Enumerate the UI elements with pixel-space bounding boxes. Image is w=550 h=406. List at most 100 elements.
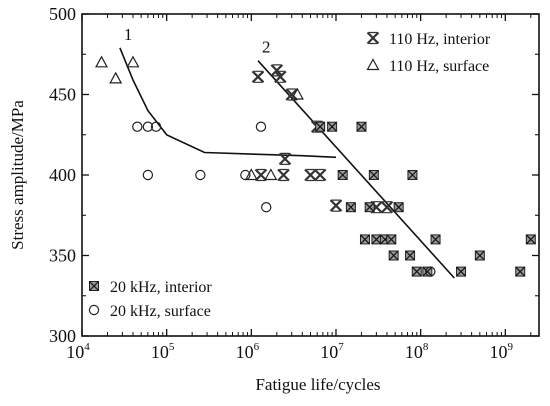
data-point bbox=[327, 121, 338, 132]
box-cross bbox=[89, 281, 99, 291]
data-point bbox=[290, 87, 304, 100]
data-point bbox=[142, 121, 154, 132]
box-cross bbox=[405, 250, 415, 261]
y-axis-title: Stress amplitude/MPa bbox=[8, 100, 27, 250]
star-cross bbox=[278, 152, 292, 166]
data-point bbox=[255, 121, 267, 132]
star-cross bbox=[304, 168, 317, 182]
triangle-marker bbox=[366, 58, 380, 71]
data-point bbox=[195, 169, 206, 181]
box-cross bbox=[371, 234, 382, 245]
data-point bbox=[407, 170, 418, 180]
data-point bbox=[313, 168, 327, 182]
circle-marker bbox=[255, 121, 267, 132]
box-cross bbox=[407, 170, 418, 180]
box-cross bbox=[368, 170, 379, 180]
star-cross bbox=[254, 168, 268, 182]
data-point bbox=[405, 250, 416, 261]
box-cross bbox=[456, 266, 466, 277]
data-point bbox=[329, 199, 343, 212]
box-cross bbox=[386, 234, 397, 245]
data-point bbox=[274, 70, 287, 84]
circle-marker bbox=[425, 266, 436, 277]
triangle-marker bbox=[94, 55, 109, 68]
data-point bbox=[388, 250, 399, 261]
data-point bbox=[142, 169, 154, 181]
y-tick-label: 300 bbox=[49, 326, 76, 346]
data-point bbox=[364, 202, 375, 213]
star-cross bbox=[270, 64, 284, 77]
box-cross bbox=[525, 234, 536, 245]
data-point bbox=[254, 168, 268, 182]
x-tick-label: 105 bbox=[151, 341, 175, 362]
x-tick-label: 104 bbox=[66, 341, 90, 362]
axis-ticks: 300 350 400 450 500 104 105 106 107 108 109 bbox=[49, 4, 539, 362]
data-point bbox=[456, 266, 467, 277]
x-tick-exponent: 7 bbox=[338, 341, 344, 353]
star-bars bbox=[372, 201, 381, 214]
data-point bbox=[278, 152, 292, 166]
box-cross bbox=[345, 202, 356, 213]
x-tick-exponent: 8 bbox=[423, 341, 429, 353]
legend-label: 20 kHz, surface bbox=[110, 303, 211, 320]
legend-label: 110 Hz, surface bbox=[389, 58, 489, 75]
data-point bbox=[425, 266, 436, 277]
triangle-marker bbox=[126, 55, 140, 68]
box-cross bbox=[430, 234, 441, 245]
star-bars bbox=[316, 168, 325, 182]
legend-marker bbox=[89, 281, 99, 291]
data-point bbox=[430, 234, 441, 245]
star-bars bbox=[369, 31, 377, 45]
box-cross bbox=[474, 250, 485, 261]
x-tick-exponent: 4 bbox=[84, 341, 90, 353]
data-points bbox=[94, 55, 536, 277]
box-cross bbox=[422, 266, 433, 277]
data-point bbox=[371, 234, 382, 245]
curve-label-2: 2 bbox=[262, 38, 271, 57]
legend-label: 110 Hz, interior bbox=[389, 31, 491, 48]
data-point bbox=[474, 250, 485, 261]
data-point bbox=[244, 168, 258, 181]
series-triangle bbox=[94, 55, 304, 181]
legend-marker bbox=[88, 304, 100, 316]
triangle-marker bbox=[264, 168, 278, 181]
star-cross bbox=[277, 168, 290, 182]
y-tick-label: 350 bbox=[49, 246, 76, 266]
circle-marker bbox=[150, 121, 162, 132]
data-point bbox=[150, 121, 162, 132]
data-point bbox=[277, 168, 290, 182]
circle-marker bbox=[195, 169, 206, 181]
data-point bbox=[251, 70, 265, 84]
triangle-marker bbox=[109, 71, 123, 84]
box-cross bbox=[337, 170, 348, 180]
data-point bbox=[368, 170, 379, 180]
box-cross bbox=[515, 266, 526, 277]
star-bars bbox=[276, 70, 285, 83]
legend-marker bbox=[366, 31, 380, 45]
star-bars bbox=[382, 201, 391, 214]
box-cross bbox=[360, 234, 370, 245]
box-cross bbox=[327, 121, 338, 132]
star-bars bbox=[287, 88, 296, 101]
star-bars bbox=[313, 120, 322, 133]
x-tick-exponent: 6 bbox=[254, 341, 260, 353]
star-bars bbox=[306, 168, 315, 182]
box-cross bbox=[411, 266, 422, 277]
data-point bbox=[356, 121, 367, 132]
data-point bbox=[337, 170, 348, 180]
legend-top: 110 Hz, interior 110 Hz, surface bbox=[366, 31, 491, 75]
legend-bottom: 20 kHz, interior 20 kHz, surface bbox=[88, 279, 212, 320]
circle-marker bbox=[261, 201, 272, 213]
box-cross bbox=[356, 121, 367, 132]
circle-marker bbox=[88, 304, 100, 316]
data-point bbox=[261, 201, 272, 213]
star-bars bbox=[279, 168, 288, 182]
triangle-marker bbox=[244, 168, 258, 181]
y-tick-label: 400 bbox=[49, 165, 76, 185]
data-point bbox=[515, 266, 526, 277]
circle-marker bbox=[240, 169, 251, 181]
series-circle bbox=[132, 121, 436, 277]
y-tick-label: 450 bbox=[49, 85, 76, 105]
star-cross bbox=[366, 31, 380, 45]
